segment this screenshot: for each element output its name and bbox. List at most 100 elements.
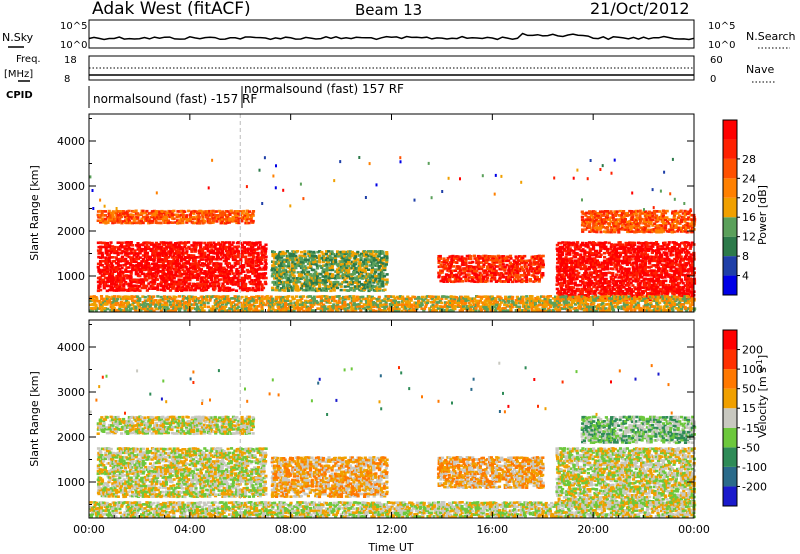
echo-cell	[271, 287, 274, 290]
echo-cell	[691, 264, 694, 267]
echo-cell	[121, 256, 124, 259]
echo-cell	[213, 287, 216, 290]
echo-cell	[185, 214, 188, 217]
echo-cell	[147, 262, 150, 265]
echo-cell	[264, 250, 267, 253]
echo-cell	[293, 275, 296, 278]
echo-cell	[200, 268, 203, 271]
echo-cell	[455, 261, 458, 264]
echo-cell	[521, 268, 524, 271]
echo-cell	[680, 255, 683, 258]
echo-cell	[219, 278, 222, 281]
echo-cell	[331, 269, 334, 272]
echo-cell	[336, 287, 339, 290]
echo-cell	[139, 256, 142, 259]
echo-cell	[103, 266, 106, 269]
echo-cell	[486, 274, 489, 277]
echo-cell	[203, 220, 206, 223]
echo-cell	[541, 266, 544, 269]
echo-cell	[511, 281, 514, 284]
echo-cell	[619, 252, 622, 255]
echo-cell	[217, 282, 220, 285]
date-title: 21/Oct/2012	[590, 0, 690, 18]
echo-cell	[385, 263, 388, 266]
echo-cell	[561, 254, 564, 257]
echo-cell	[689, 253, 692, 256]
echo-cell	[222, 267, 225, 270]
echo-cell	[583, 225, 586, 228]
echo-cell	[232, 289, 235, 292]
echo-cell	[671, 250, 674, 253]
echo-cell	[101, 252, 104, 255]
echo-cell	[163, 289, 166, 292]
echo-cell	[99, 246, 102, 249]
echo-cell	[617, 231, 620, 234]
echo-cell	[438, 274, 441, 277]
echo-cell	[232, 272, 235, 275]
echo-cell	[660, 274, 663, 277]
echo-cell	[265, 256, 268, 259]
echo-cell	[265, 263, 268, 266]
echo-cell	[381, 251, 384, 254]
echo-cell	[615, 273, 618, 276]
nave-label: Nave	[746, 63, 774, 76]
echo-cell	[329, 255, 332, 258]
echo-cell	[381, 281, 384, 284]
echo-cell	[127, 218, 130, 221]
echo-cell	[135, 210, 138, 213]
echo-cell	[185, 289, 188, 292]
echo-cell	[203, 252, 206, 255]
echo-cell	[493, 276, 496, 279]
echo-cell	[168, 283, 171, 286]
echo-cell	[257, 246, 260, 249]
echo-cell	[248, 275, 251, 278]
echo-cell	[312, 251, 315, 254]
echo-cell	[296, 285, 299, 288]
echo-cell	[572, 286, 575, 289]
echo-cell	[542, 255, 545, 258]
echo-cell	[584, 265, 587, 268]
echo-cell	[228, 212, 231, 215]
echo-cell	[128, 266, 131, 269]
echo-cell	[104, 210, 107, 213]
echo-cell	[252, 254, 255, 257]
echo-cell	[205, 283, 208, 286]
echo-cell	[334, 259, 337, 262]
freq-lo: 8	[64, 74, 70, 85]
echo-cell	[111, 214, 114, 217]
echo-cell	[486, 276, 489, 279]
echo-cell	[99, 248, 102, 251]
echo-cell	[257, 252, 260, 255]
echo-cell	[381, 272, 384, 275]
echo-cell	[145, 210, 148, 213]
echo-cell	[560, 292, 563, 295]
echo-cell	[172, 210, 175, 213]
echo-cell	[101, 210, 104, 213]
echo-cell	[509, 257, 512, 260]
echo-cell	[606, 268, 609, 271]
echo-cell	[296, 250, 299, 253]
echo-cell	[230, 269, 233, 272]
echo-cell	[219, 263, 222, 266]
cpid-mode-b: normalsound (fast) 157 RF	[244, 82, 404, 96]
echo-cell	[586, 244, 589, 247]
echo-cell	[579, 253, 582, 256]
echo-cell	[119, 264, 122, 267]
echo-cell	[603, 252, 606, 255]
echo-cell	[212, 242, 215, 245]
echo-cell	[119, 283, 122, 286]
echo-cell	[608, 284, 611, 287]
echo-cell	[574, 256, 577, 259]
echo-cell	[561, 284, 564, 287]
echo-cell	[121, 242, 124, 245]
echo-cell	[173, 218, 176, 221]
echo-cell	[621, 243, 624, 246]
echo-cell	[646, 254, 649, 257]
echo-cell	[232, 241, 235, 244]
echo-cell	[469, 255, 472, 258]
echo-cell	[203, 242, 206, 245]
echo-cell	[146, 252, 149, 255]
echo-cell	[151, 220, 154, 223]
echo-cell	[138, 275, 141, 278]
